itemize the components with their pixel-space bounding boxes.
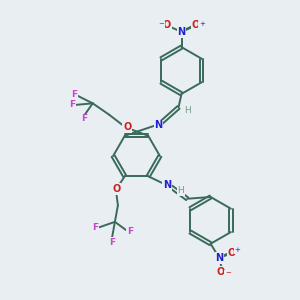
Text: H: H	[184, 106, 191, 115]
Text: O: O	[123, 122, 131, 132]
Text: O: O	[112, 184, 121, 194]
Text: F: F	[71, 90, 77, 99]
Text: O: O	[163, 20, 171, 31]
Text: H: H	[177, 186, 184, 195]
Text: O: O	[217, 267, 225, 277]
Text: N: N	[163, 180, 171, 190]
Text: N: N	[215, 253, 224, 263]
Text: O: O	[192, 20, 200, 31]
Text: +: +	[199, 21, 205, 27]
Text: O: O	[227, 248, 236, 258]
Text: −: −	[158, 21, 164, 27]
Text: +: +	[235, 248, 241, 254]
Text: F: F	[92, 223, 98, 232]
Text: F: F	[81, 114, 87, 123]
Text: N: N	[177, 27, 186, 37]
Text: N: N	[154, 120, 163, 130]
Text: F: F	[109, 238, 115, 247]
Text: F: F	[127, 227, 133, 236]
Text: −: −	[225, 270, 231, 276]
Text: F: F	[69, 100, 75, 109]
